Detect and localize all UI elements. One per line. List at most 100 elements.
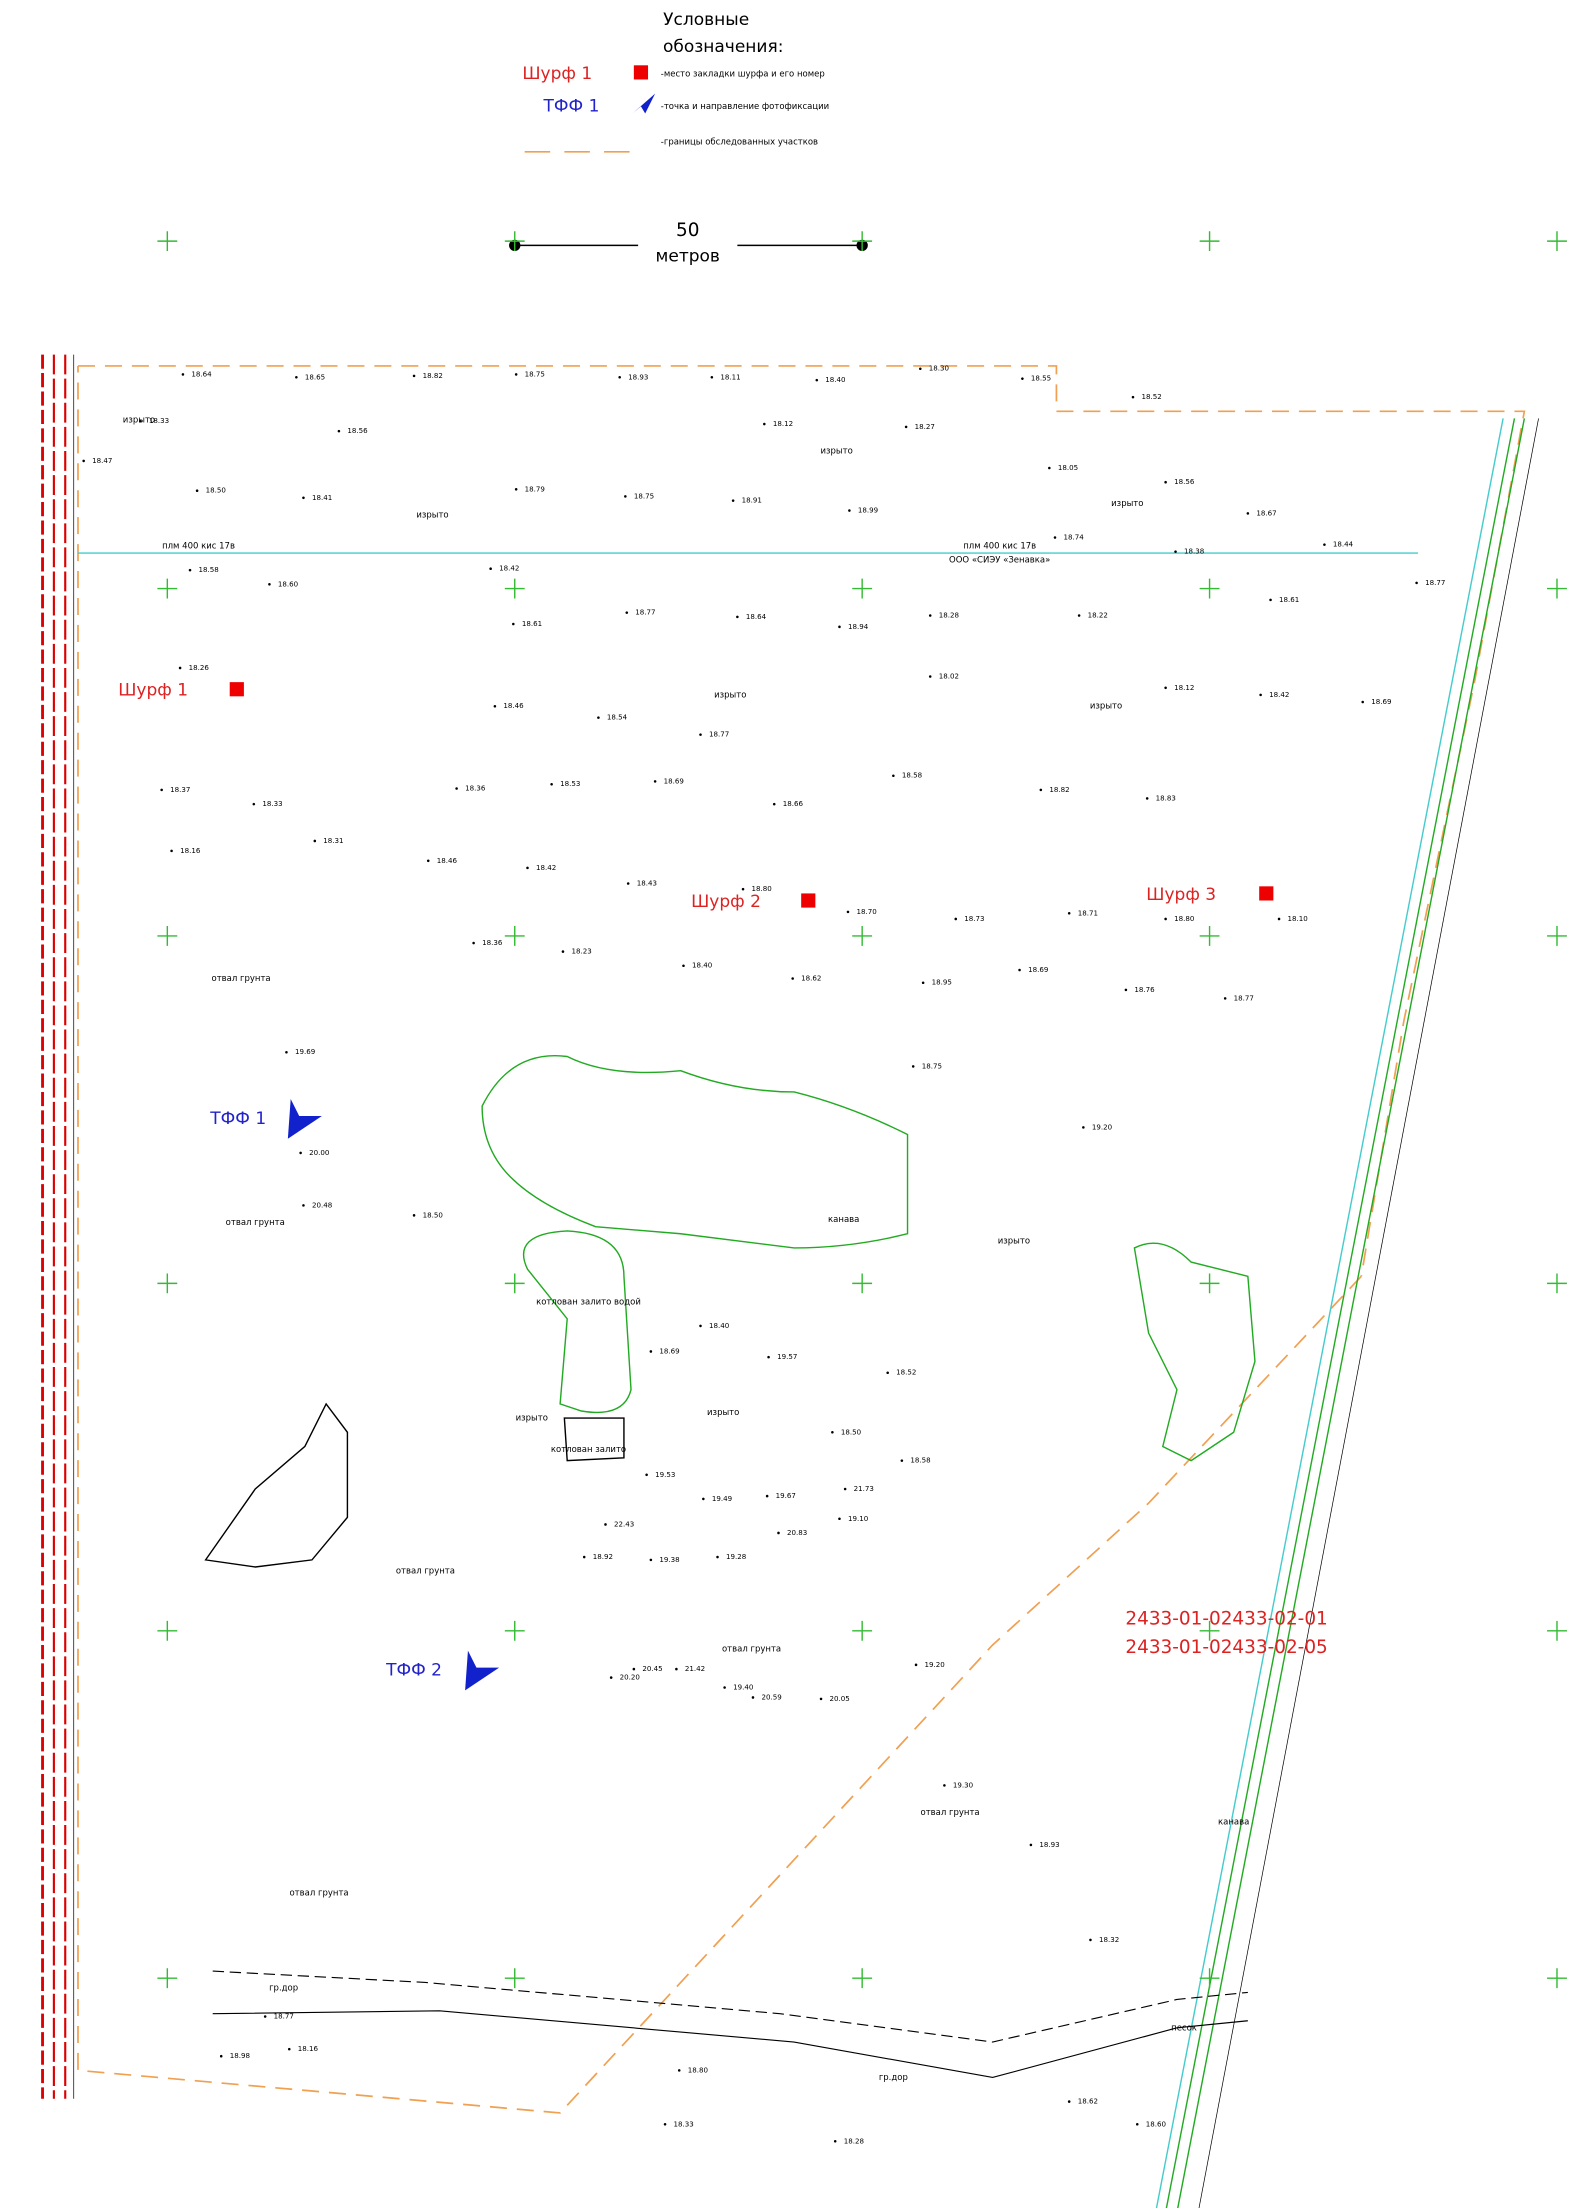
spot-height: 18.75 — [525, 369, 545, 378]
map-note: отвал грунта — [722, 1645, 781, 1655]
map-note: гр.дор — [879, 2073, 908, 2083]
spot-height: 18.11 — [720, 372, 740, 381]
spot-height: 18.58 — [902, 771, 923, 780]
photo-point-label: ТФФ 2 — [385, 1660, 442, 1680]
spot-height: 18.62 — [1078, 2097, 1098, 2106]
spot-height-dot — [716, 1555, 719, 1559]
spot-height: 18.52 — [1142, 392, 1162, 401]
grid-cross — [1547, 1968, 1567, 1989]
spot-height-dot — [833, 2140, 837, 2143]
spot-height-dot — [493, 704, 497, 708]
spot-height-dot — [843, 1487, 847, 1491]
spot-height-dot — [1174, 550, 1177, 553]
spot-height: 18.56 — [347, 426, 368, 435]
spot-height: 18.40 — [709, 1321, 730, 1330]
spot-height-dot — [645, 1473, 648, 1477]
spot-height-dot — [1415, 581, 1418, 585]
spot-height-dot — [489, 567, 492, 570]
spot-height-dot — [1089, 1938, 1092, 1942]
legend-label: Шурф 1 — [522, 64, 592, 84]
spot-height: 18.61 — [522, 619, 542, 628]
spot-height-dot — [663, 2122, 667, 2126]
spot-height: 18.64 — [746, 612, 767, 621]
grid-cross — [1199, 578, 1220, 599]
spot-height: 18.62 — [801, 974, 821, 983]
spot-height: 18.82 — [1049, 785, 1069, 794]
spot-height: 18.50 — [423, 1210, 444, 1219]
spot-height-dot — [1259, 693, 1262, 697]
spot-height: 18.94 — [848, 622, 869, 631]
spot-height: 18.36 — [482, 938, 503, 947]
pipeline-label: плм 400 кис 17в — [162, 542, 235, 552]
spot-height-dot — [609, 1676, 613, 1679]
spot-height: 18.42 — [1269, 690, 1289, 699]
grid-cross — [504, 926, 525, 946]
spot-height-dot — [653, 780, 657, 783]
spot-height: 18.66 — [783, 799, 804, 808]
spot-height: 18.75 — [634, 491, 654, 500]
scale-bar: 50 метров — [509, 220, 868, 267]
spot-height: 18.77 — [1234, 993, 1254, 1002]
map-note: котлован залито водой — [536, 1297, 641, 1307]
spot-height-dot — [302, 1204, 305, 1207]
spot-height-dot — [1269, 598, 1272, 602]
spot-height-dot — [455, 787, 458, 790]
spot-height-dot — [954, 917, 958, 921]
spot-height-dot — [1361, 700, 1364, 704]
spot-height-dot — [412, 374, 416, 378]
scale-gap — [638, 221, 738, 267]
spot-height: 18.23 — [571, 947, 591, 956]
spot-height: 18.55 — [1031, 374, 1051, 383]
spot-height-dot — [751, 1696, 755, 1699]
pit-outlines — [204, 1055, 1256, 1568]
map-note: отвал грунта — [226, 1218, 285, 1228]
spot-height-dot — [777, 1531, 780, 1535]
spot-height: 20.00 — [309, 1148, 330, 1157]
spot-height: 18.27 — [915, 422, 935, 431]
map-note: отвал грунта — [921, 1808, 980, 1818]
map-note: канава — [1218, 1818, 1249, 1828]
spot-height: 20.59 — [761, 1692, 781, 1701]
map-note: канава — [828, 1215, 859, 1225]
spot-height: 18.56 — [1174, 477, 1195, 486]
spot-height-dot — [219, 2054, 223, 2058]
spot-height-dot — [1246, 512, 1250, 515]
spot-height: 18.30 — [929, 364, 950, 373]
spot-height-dot — [1135, 2122, 1139, 2126]
spot-height: 18.98 — [230, 2051, 251, 2060]
spot-height-dot — [604, 1523, 607, 1526]
spot-height: 18.69 — [1028, 965, 1048, 974]
spot-height-dot — [702, 1497, 705, 1501]
spot-height-dot — [526, 866, 529, 870]
map-note: изрыто — [820, 447, 852, 457]
spot-height-dot — [188, 568, 192, 572]
spot-height-dot — [904, 425, 908, 429]
map-note: изрыто — [123, 415, 155, 425]
map-note: изрыто — [1111, 499, 1143, 509]
spot-height-dot — [625, 611, 629, 614]
pit-marker — [1259, 886, 1274, 901]
spot-height-dot — [741, 887, 745, 891]
spot-height: 18.12 — [1174, 683, 1194, 692]
spot-height: 18.76 — [1134, 985, 1155, 994]
spot-height-dot — [675, 1667, 678, 1671]
spot-height: 18.67 — [1256, 508, 1276, 517]
spot-height-dot — [1053, 536, 1057, 539]
grid-cross — [157, 231, 178, 252]
spot-height: 18.41 — [312, 493, 332, 502]
spot-height-dot — [181, 373, 185, 376]
spot-height-dot — [928, 675, 932, 678]
spot-height: 19.67 — [776, 1491, 796, 1500]
spot-height: 18.77 — [709, 730, 729, 739]
spot-height: 18.44 — [1333, 540, 1354, 549]
spot-height: 18.50 — [206, 486, 227, 495]
spot-height: 18.77 — [274, 2011, 294, 2020]
spot-height-dot — [1082, 1126, 1085, 1129]
spot-height-dot — [1029, 1843, 1033, 1847]
spot-height: 18.73 — [964, 914, 984, 923]
spot-height-dot — [514, 488, 518, 491]
spot-height: 18.69 — [1371, 697, 1391, 706]
spot-height-dot — [618, 375, 621, 379]
spot-height-dot — [1067, 2100, 1071, 2103]
spot-height: 18.80 — [752, 884, 773, 893]
